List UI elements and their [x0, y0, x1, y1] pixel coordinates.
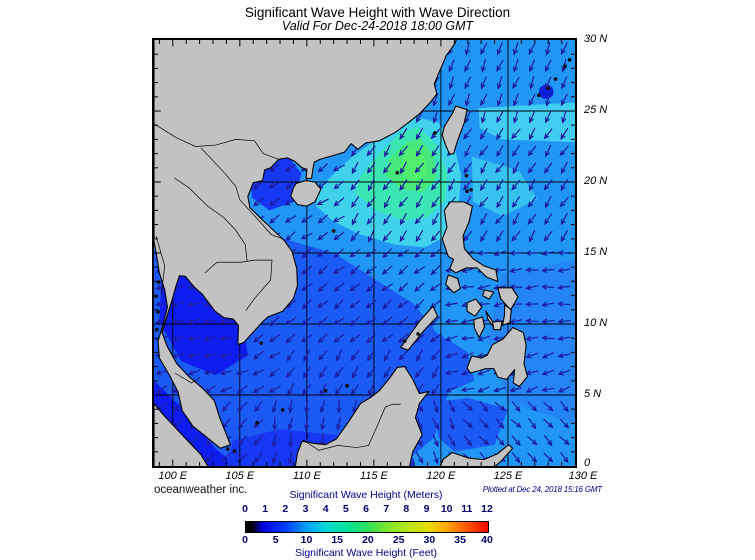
lon-tick-label: 100 E — [158, 470, 188, 482]
map-edge-ticks — [154, 40, 575, 466]
lat-tick-label: 15 N — [584, 246, 608, 258]
meters-tick: 10 — [440, 503, 453, 515]
land-masses — [154, 40, 527, 466]
meters-tick: 6 — [363, 503, 369, 515]
legend-meters-label: Significant Wave Height (Meters) — [289, 489, 443, 501]
map-frame — [152, 38, 577, 468]
meters-tick: 11 — [461, 503, 473, 515]
feet-tick: 40 — [481, 534, 493, 546]
lon-tick-label: 120 E — [426, 470, 456, 482]
lat-tick-label: 0 — [584, 457, 591, 469]
feet-tick: 5 — [272, 534, 279, 546]
lat-tick-label: 25 N — [584, 104, 608, 116]
meters-tick: 3 — [302, 503, 309, 515]
meters-tick: 9 — [423, 503, 430, 515]
lat-tick-label: 5 N — [584, 388, 602, 400]
lat-tick-label: 10 N — [584, 317, 608, 329]
lon-tick-label: 115 E — [359, 470, 388, 482]
oceanweather-credit: oceanweather inc. — [154, 484, 248, 496]
lon-tick-label: 125 E — [493, 470, 523, 482]
meters-tick: 5 — [342, 503, 349, 515]
legend-feet-label: Significant Wave Height (Feet) — [294, 547, 437, 559]
meters-tick: 7 — [383, 503, 390, 515]
feet-tick: 15 — [331, 534, 344, 546]
meters-tick: 0 — [242, 503, 248, 515]
wave-height-colorbar — [245, 521, 489, 533]
feet-tick: 20 — [362, 534, 374, 546]
meters-tick: 12 — [481, 503, 493, 515]
lat-tick-label: 20 N — [584, 175, 608, 187]
feet-tick: 10 — [300, 534, 313, 546]
lon-tick-label: 110 E — [292, 470, 321, 482]
meters-tick: 4 — [322, 503, 329, 515]
feet-tick: 35 — [454, 534, 466, 546]
meters-tick: 8 — [403, 503, 410, 515]
meters-tick: 1 — [262, 503, 269, 515]
valid-time-subtitle: Valid For Dec-24-2018 18:00 GMT — [281, 19, 474, 33]
page-title: Significant Wave Height with Wave Direct… — [244, 5, 511, 20]
plotted-timestamp: Plotted at Dec 24, 2018 15:16 GMT — [482, 485, 602, 494]
lon-tick-label: 130 E — [568, 470, 598, 482]
lon-tick-label: 105 E — [225, 470, 255, 482]
feet-tick: 30 — [423, 534, 436, 546]
map-svg — [154, 40, 575, 466]
feet-tick: 0 — [242, 534, 248, 546]
feet-tick: 25 — [392, 534, 405, 546]
meters-tick: 2 — [282, 503, 289, 515]
lat-tick-label: 30 N — [584, 33, 608, 45]
